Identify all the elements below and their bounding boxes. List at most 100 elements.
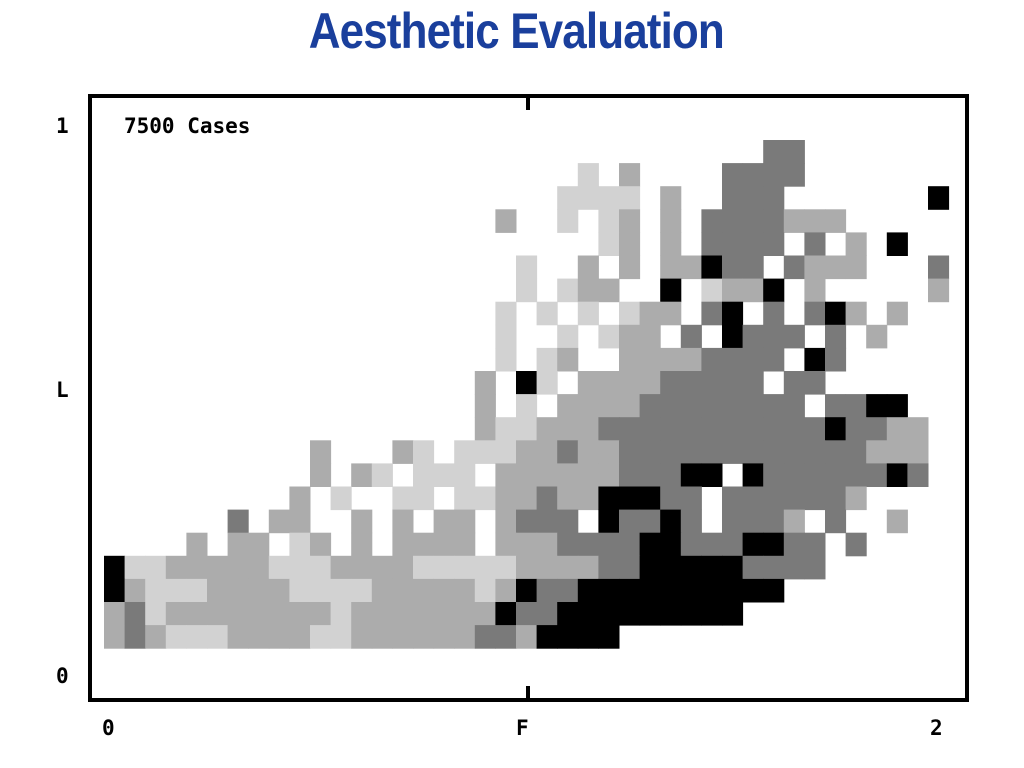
heatmap-cell [433, 555, 455, 580]
heatmap-cell [845, 255, 867, 280]
heatmap-cell [680, 324, 702, 349]
heatmap-cell [289, 602, 311, 626]
heatmap-cell [825, 417, 847, 441]
heatmap-cell [598, 232, 620, 256]
heatmap-cell [516, 417, 538, 441]
heatmap-cell [577, 278, 599, 303]
heatmap-cell [557, 278, 579, 303]
heatmap-cell [845, 232, 867, 256]
heatmap-cell [886, 440, 908, 464]
heatmap-cell [474, 394, 496, 418]
heatmap-cell [660, 186, 682, 210]
heatmap-cell [577, 555, 599, 580]
heatmap-cell [598, 324, 620, 349]
heatmap-cell [598, 602, 620, 626]
heatmap-cell [454, 440, 476, 464]
heatmap-cell [227, 602, 249, 626]
heatmap-cell [742, 486, 764, 511]
heatmap-cell [680, 486, 702, 511]
heatmap-cell [577, 186, 599, 210]
heatmap-cell [660, 394, 682, 418]
heatmap-cell [577, 394, 599, 418]
heatmap-cell [145, 602, 167, 626]
heatmap-cell [145, 625, 167, 649]
heatmap-cell [392, 625, 414, 649]
heatmap-cell [310, 602, 332, 626]
y-tick-mid: L [56, 378, 69, 402]
heatmap-cell [701, 440, 723, 464]
heatmap-cell [619, 186, 641, 210]
x-tick-left: 0 [102, 716, 115, 740]
heatmap-cell [474, 486, 496, 511]
heatmap-cell [660, 347, 682, 372]
heatmap-cell [619, 486, 641, 511]
heatmap-cell [783, 463, 805, 487]
heatmap-cell [557, 578, 579, 603]
heatmap-cell [680, 555, 702, 580]
heatmap-cell [660, 440, 682, 464]
heatmap-cell [660, 486, 682, 511]
heatmap-cell [804, 301, 826, 326]
heatmap-cell [454, 578, 476, 603]
heatmap-cell [742, 232, 764, 256]
heatmap-cell [227, 578, 249, 603]
heatmap-cell [557, 486, 579, 511]
heatmap-cell [639, 602, 661, 626]
heatmap-cell [516, 440, 538, 464]
heatmap-cell [763, 440, 785, 464]
x-tick-mark-bottom [526, 686, 530, 698]
heatmap-cell [516, 602, 538, 626]
heatmap-cell [248, 555, 270, 580]
heatmap-cell [413, 532, 435, 557]
heatmap-cell [557, 463, 579, 487]
heatmap-cell [639, 440, 661, 464]
heatmap-cell [577, 532, 599, 557]
heatmap-cell [495, 486, 517, 511]
heatmap-cell [454, 463, 476, 487]
heatmap-cell [639, 463, 661, 487]
heatmap-cell [619, 371, 641, 395]
heatmap-cell [598, 209, 620, 233]
heatmap-cell [104, 602, 126, 626]
heatmap-cell [598, 532, 620, 557]
heatmap-cell [104, 625, 126, 649]
heatmap-cell [763, 347, 785, 372]
heatmap-cell [783, 209, 805, 233]
heatmap-cell [619, 394, 641, 418]
heatmap-cell [639, 417, 661, 441]
heatmap-cell [680, 255, 702, 280]
heatmap-cell [701, 555, 723, 580]
heatmap-cell [516, 394, 538, 418]
heatmap-cell [454, 486, 476, 511]
heatmap-cell [495, 301, 517, 326]
heatmap-cell [165, 625, 187, 649]
heatmap-cell [783, 440, 805, 464]
heatmap-cell [845, 532, 867, 557]
heatmap-cell [598, 625, 620, 649]
heatmap-cell [330, 486, 352, 511]
heatmap-cell [310, 532, 332, 557]
heatmap-cell [763, 463, 785, 487]
heatmap-cell [742, 186, 764, 210]
heatmap-cell [763, 301, 785, 326]
heatmap-cell [289, 486, 311, 511]
heatmap-cell [763, 486, 785, 511]
heatmap-cell [660, 602, 682, 626]
heatmap-cell [701, 532, 723, 557]
heatmap-cell [495, 417, 517, 441]
heatmap-cell [783, 417, 805, 441]
heatmap-cell [598, 440, 620, 464]
cases-annotation: 7500 Cases [124, 114, 251, 138]
heatmap-cell [495, 209, 517, 233]
heatmap-cell [825, 301, 847, 326]
heatmap-cell [886, 463, 908, 487]
heatmap-cell [680, 347, 702, 372]
heatmap-cell [392, 509, 414, 534]
heatmap-cell [742, 394, 764, 418]
heatmap-cell [701, 463, 723, 487]
heatmap-cell [516, 371, 538, 395]
heatmap-cell [701, 602, 723, 626]
heatmap-cell [598, 578, 620, 603]
heatmap-cell [763, 163, 785, 187]
heatmap-cell [619, 301, 641, 326]
